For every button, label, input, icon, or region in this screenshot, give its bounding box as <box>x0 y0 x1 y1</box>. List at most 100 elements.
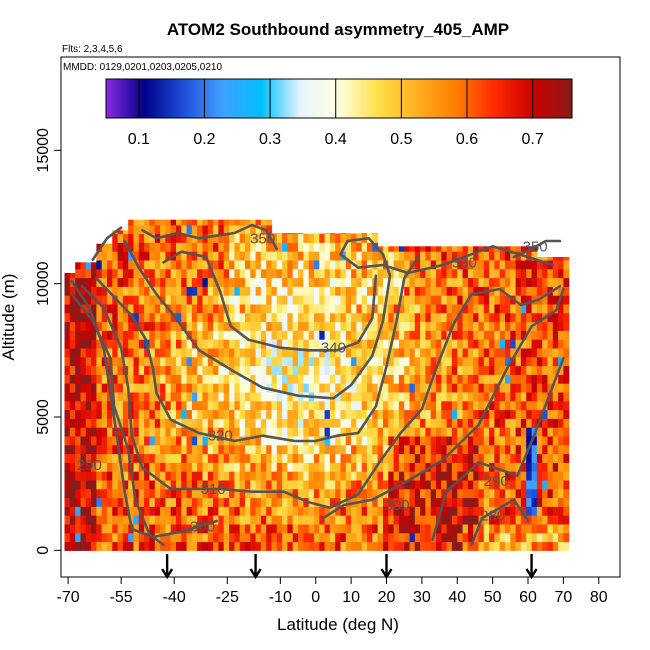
heatmap-cell <box>457 339 464 349</box>
heatmap-cell <box>282 479 288 490</box>
heatmap-cell <box>451 356 458 367</box>
heatmap-cell <box>425 303 432 314</box>
heatmap-cell <box>409 444 416 455</box>
heatmap-cell <box>287 383 294 393</box>
heatmap-cell <box>547 471 554 481</box>
heatmap-cell <box>234 374 241 384</box>
heatmap-cell <box>420 515 426 525</box>
heatmap-cell <box>298 374 304 384</box>
heatmap-cell <box>223 365 230 375</box>
heatmap-cell <box>117 391 124 402</box>
heatmap-cell <box>213 268 219 279</box>
heatmap-cell <box>489 515 495 525</box>
heatmap-cell <box>377 339 384 349</box>
heatmap-cell <box>446 523 453 534</box>
heatmap-cell <box>361 462 368 472</box>
heatmap-cell <box>489 409 495 419</box>
heatmap-cell <box>75 427 82 437</box>
heatmap-cell <box>526 383 533 393</box>
heatmap-cell <box>128 339 135 349</box>
heatmap-cell <box>308 479 315 490</box>
heatmap-cell <box>218 471 225 481</box>
heatmap-cell <box>292 295 299 305</box>
heatmap-cell <box>186 400 193 411</box>
heatmap-cell <box>80 330 87 340</box>
heatmap-cell <box>536 497 543 507</box>
heatmap-cell <box>154 330 161 340</box>
heatmap-cell <box>505 312 511 323</box>
heatmap-cell <box>85 330 92 340</box>
heatmap-cell <box>170 471 177 481</box>
heatmap-cell <box>69 374 76 384</box>
heatmap-cell <box>430 246 437 252</box>
heatmap-cell <box>308 259 315 270</box>
heatmap-cell <box>128 268 135 279</box>
heatmap-cell <box>176 286 182 296</box>
heatmap-cell <box>345 453 352 463</box>
heatmap-cell <box>271 444 278 455</box>
heatmap-cell <box>149 435 156 446</box>
heatmap-cell <box>308 444 315 455</box>
heatmap-cell <box>149 312 156 323</box>
heatmap-cell <box>160 488 166 499</box>
heatmap-cell <box>255 497 262 507</box>
heatmap-cell <box>489 339 495 349</box>
heatmap-cell <box>345 321 352 331</box>
heatmap-cell <box>128 303 135 314</box>
heatmap-cell <box>165 312 172 323</box>
heatmap-cell <box>409 365 416 375</box>
heatmap-cell <box>473 427 480 437</box>
heatmap-cell <box>207 347 214 358</box>
heatmap-cell <box>478 497 485 507</box>
heatmap-cell <box>170 444 177 455</box>
heatmap-cell <box>483 515 490 525</box>
heatmap-cell <box>552 409 559 419</box>
heatmap-cell <box>223 506 230 516</box>
heatmap-cell <box>483 532 490 543</box>
heatmap-cell <box>260 347 267 358</box>
heatmap-cell <box>298 488 304 499</box>
heatmap-cell <box>314 365 320 375</box>
heatmap-cell <box>552 277 559 287</box>
heatmap-cell <box>165 321 172 331</box>
heatmap-cell <box>207 523 214 534</box>
heatmap-cell <box>351 462 357 472</box>
heatmap-cell <box>367 303 373 314</box>
heatmap-cell <box>271 479 278 490</box>
heatmap-cell <box>207 277 214 287</box>
heatmap-cell <box>430 506 437 516</box>
heatmap-cell <box>345 497 352 507</box>
heatmap-cell <box>558 277 564 287</box>
heatmap-cell <box>245 277 251 287</box>
heatmap-cell <box>356 462 363 472</box>
heatmap-cell <box>473 374 480 384</box>
heatmap-cell <box>276 321 283 331</box>
heatmap-cell <box>436 497 442 507</box>
heatmap-cell <box>324 462 331 472</box>
heatmap-cell <box>510 497 517 507</box>
heatmap-cell <box>505 488 511 499</box>
heatmap-cell <box>414 427 421 437</box>
heatmap-cell <box>287 471 294 481</box>
heatmap-cell <box>441 374 448 384</box>
heatmap-cell <box>112 268 119 279</box>
heatmap-cell <box>526 488 533 499</box>
heatmap-cell <box>494 259 501 270</box>
heatmap-cell <box>324 233 331 243</box>
heatmap-cell <box>234 330 241 340</box>
heatmap-cell <box>372 365 379 375</box>
heatmap-cell <box>536 435 543 446</box>
heatmap-cell <box>335 277 342 287</box>
heatmap-cell <box>414 541 421 551</box>
heatmap-cell <box>245 515 251 525</box>
heatmap-cell <box>462 488 469 499</box>
heatmap-cell <box>558 303 564 314</box>
heatmap-cell <box>239 541 246 551</box>
heatmap-cell <box>510 532 517 543</box>
heatmap-cell <box>563 400 570 411</box>
heatmap-cell <box>505 321 511 331</box>
heatmap-cell <box>266 444 273 455</box>
heatmap-cell <box>345 339 352 349</box>
heatmap-cell <box>319 444 326 455</box>
heatmap-cell <box>542 462 549 472</box>
